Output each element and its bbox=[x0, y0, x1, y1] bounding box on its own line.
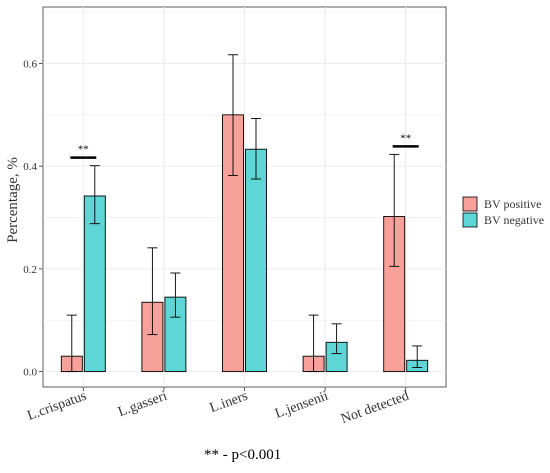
error-bar bbox=[228, 54, 238, 176]
y-tick-label: 0.4 bbox=[23, 161, 37, 173]
legend-key-bv-negative bbox=[462, 212, 478, 228]
y-tick-label: 0.6 bbox=[23, 58, 37, 70]
legend: BV positive BV negative bbox=[462, 196, 544, 228]
error-bar bbox=[389, 153, 400, 267]
legend-label: BV negative bbox=[484, 213, 544, 227]
x-tick-label: Not detected bbox=[339, 389, 411, 427]
significance-label: ** bbox=[78, 144, 89, 156]
y-axis-title: Percentage, % bbox=[5, 157, 21, 243]
x-tick-label: L.crispatus bbox=[25, 389, 88, 424]
error-bar bbox=[170, 272, 181, 318]
legend-label: BV positive bbox=[484, 197, 541, 211]
error-bar bbox=[251, 117, 261, 180]
y-tick-label: 0.0 bbox=[23, 367, 37, 379]
legend-key-bv-positive bbox=[462, 196, 478, 212]
error-bar bbox=[308, 314, 319, 373]
error-bars bbox=[66, 54, 423, 373]
gridlines bbox=[43, 7, 446, 387]
significance-label: ** bbox=[400, 132, 411, 144]
x-axis: L.crispatus L.gasseri L.iners L.jensenii Not… bbox=[25, 387, 411, 427]
error-bar bbox=[147, 247, 158, 336]
bar-bv-negative-2 bbox=[245, 148, 267, 373]
error-bar bbox=[331, 323, 342, 355]
significance-markers: ** ** bbox=[70, 132, 419, 159]
error-bar bbox=[66, 314, 77, 373]
error-bar bbox=[89, 165, 100, 225]
x-tick-label: L.gasseri bbox=[116, 389, 169, 421]
y-axis: 0.0 0.2 0.4 0.6 bbox=[23, 58, 43, 379]
x-tick-label: L.jensenii bbox=[273, 389, 330, 422]
y-tick-label: 0.2 bbox=[23, 264, 37, 276]
error-bar bbox=[412, 345, 423, 368]
x-tick-label: L.iners bbox=[208, 389, 250, 417]
significance-footnote: ** - p<0.001 bbox=[204, 447, 282, 463]
